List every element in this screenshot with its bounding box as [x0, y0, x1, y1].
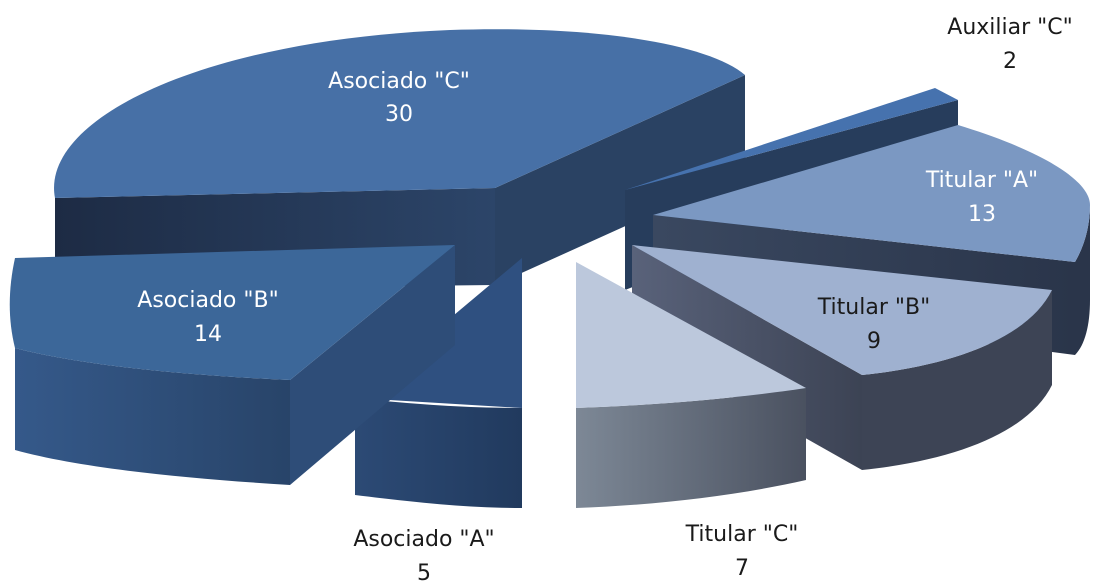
slice-titular-b-outer	[862, 290, 1052, 470]
label-titular-a-name: Titular "A"	[925, 168, 1038, 193]
label-titular-b-name: Titular "B"	[817, 295, 930, 320]
label-asociado-a-value: 5	[417, 561, 431, 586]
slice-auxiliar-c-top	[625, 88, 958, 190]
slice-asociado-b	[9, 245, 455, 485]
label-titular-c-value: 7	[735, 556, 749, 581]
slice-asociado-b-side	[15, 348, 290, 485]
label-titular-b-value: 9	[867, 329, 881, 354]
data-labels: Asociado "C" 30 Auxiliar "C" 2 Titular "…	[137, 15, 1072, 586]
slice-asociado-b-top	[9, 245, 455, 380]
slice-titular-c-top	[576, 262, 806, 408]
slice-titular-a-top	[653, 125, 1090, 262]
slice-asociado-a-side	[355, 398, 522, 508]
slice-titular-a-outer	[1075, 205, 1090, 355]
label-asociado-c-name: Asociado "C"	[328, 69, 470, 94]
label-asociado-b-name: Asociado "B"	[137, 288, 278, 313]
slice-titular-b-top	[632, 245, 1052, 375]
label-titular-c-name: Titular "C"	[685, 522, 799, 547]
label-asociado-a-name: Asociado "A"	[353, 527, 494, 552]
slice-asociado-b-cut	[290, 245, 455, 485]
slice-titular-c	[576, 262, 806, 508]
label-auxiliar-c-value: 2	[1003, 49, 1017, 74]
label-asociado-c-value: 30	[385, 102, 413, 127]
slice-asociado-c-top	[54, 29, 745, 198]
slice-asociado-c-cut	[495, 75, 745, 285]
label-titular-a-value: 13	[968, 202, 996, 227]
slice-titular-c-side	[576, 388, 806, 508]
label-asociado-b-value: 14	[194, 322, 222, 347]
label-auxiliar-c-name: Auxiliar "C"	[947, 15, 1072, 40]
